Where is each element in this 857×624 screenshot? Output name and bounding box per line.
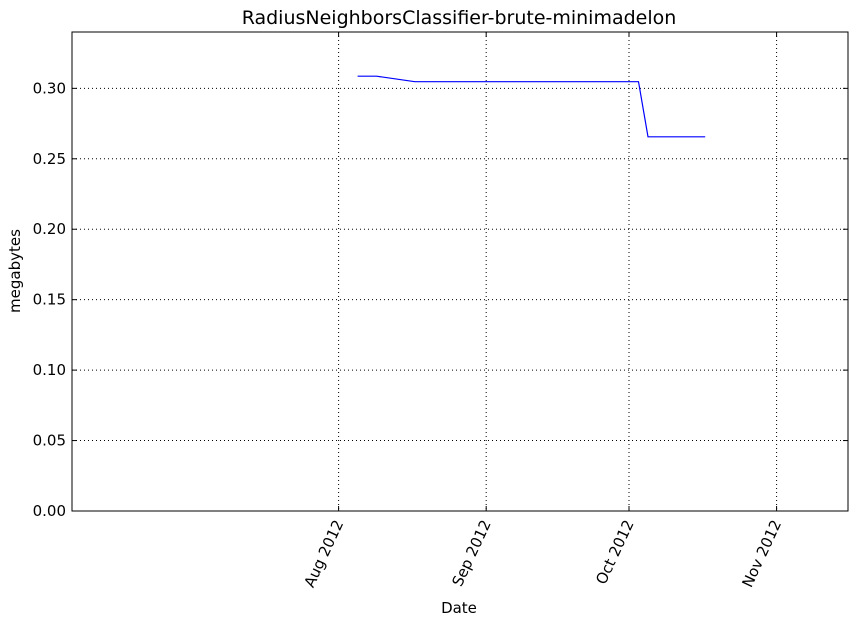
y-tick-label: 0.20 xyxy=(33,220,66,238)
gridlines xyxy=(72,32,848,511)
y-tick-label: 0.10 xyxy=(33,361,66,379)
axis-ticks: 0.00 0.05 0.10 0.15 0.20 0.25 0.30 Aug 2012 Sep … xyxy=(33,32,848,590)
plot-frame xyxy=(71,31,849,512)
y-axis-label: megabytes xyxy=(6,229,24,313)
x-tick-label: Oct 2012 xyxy=(592,517,637,587)
series-line xyxy=(357,75,706,138)
y-tick-label: 0.15 xyxy=(33,291,66,309)
x-tick-label: Nov 2012 xyxy=(738,517,785,590)
x-axis-label: Date xyxy=(441,599,477,617)
x-tick-label: Sep 2012 xyxy=(448,517,494,589)
chart-title: RadiusNeighborsClassifier-brute-minimade… xyxy=(242,7,677,29)
y-tick-label: 0.25 xyxy=(33,150,66,168)
y-tick-label: 0.30 xyxy=(33,79,66,97)
y-tick-label: 0.00 xyxy=(33,502,66,520)
y-tick-label: 0.05 xyxy=(33,432,66,450)
series-layer xyxy=(357,75,706,138)
x-tick-label: Aug 2012 xyxy=(300,517,347,590)
